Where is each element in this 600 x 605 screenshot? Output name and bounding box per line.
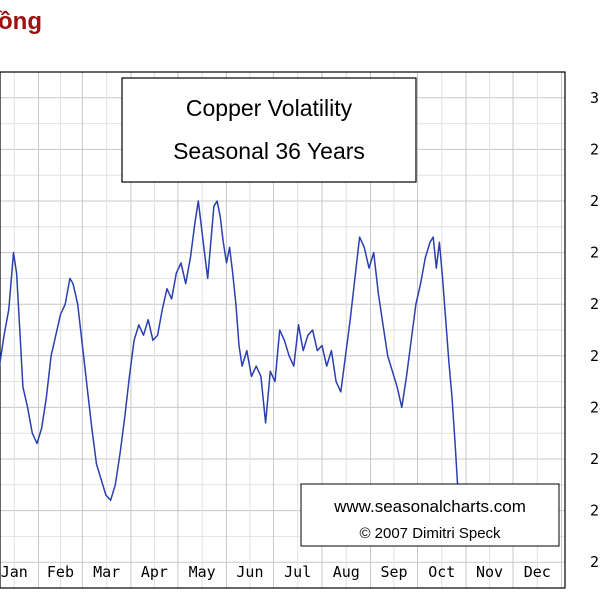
page-heading: ồng	[0, 8, 42, 35]
month-label: Sep	[380, 563, 407, 581]
month-axis: Jan Feb Mar Apr May Jun Jul Aug Sep Oct Nov Dec	[1, 563, 551, 581]
month-label: Jul	[284, 563, 311, 581]
y-axis: 30 29 28 27 26 25 24 23 22 21	[590, 89, 600, 571]
month-label: Dec	[524, 563, 551, 581]
y-tick-label: 23	[590, 450, 600, 468]
watermark-url: www.seasonalcharts.com	[333, 497, 526, 516]
chart-frame: Copper Volatility Seasonal 36 Years www.…	[0, 70, 600, 600]
month-label: Oct	[428, 563, 455, 581]
y-tick-label: 21	[590, 553, 600, 571]
month-label: Aug	[333, 563, 360, 581]
seasonal-chart: Copper Volatility Seasonal 36 Years www.…	[0, 71, 600, 589]
y-tick-label: 28	[590, 192, 600, 210]
month-label: Jan	[1, 563, 28, 581]
y-tick-label: 30	[590, 89, 600, 107]
y-tick-label: 22	[590, 502, 600, 520]
month-label: May	[189, 563, 216, 581]
title-box: Copper Volatility Seasonal 36 Years	[121, 77, 417, 183]
month-label: Feb	[47, 563, 74, 581]
month-label: Jun	[236, 563, 263, 581]
chart-title-line-2: Seasonal 36 Years	[173, 138, 365, 164]
month-label: Apr	[141, 563, 168, 581]
y-tick-label: 29	[590, 140, 600, 158]
plot-border	[0, 71, 566, 589]
series-line	[0, 200, 466, 512]
y-tick-label: 26	[590, 295, 600, 313]
watermark-box: www.seasonalcharts.com © 2007 Dimitri Sp…	[300, 483, 560, 547]
y-tick-label: 24	[590, 398, 600, 416]
watermark-copyright: © 2007 Dimitri Speck	[359, 525, 501, 542]
month-label: Nov	[476, 563, 503, 581]
y-tick-label: 27	[590, 244, 600, 262]
month-label: Mar	[93, 563, 120, 581]
chart-title-line-1: Copper Volatility	[186, 95, 353, 121]
y-tick-label: 25	[590, 347, 600, 365]
